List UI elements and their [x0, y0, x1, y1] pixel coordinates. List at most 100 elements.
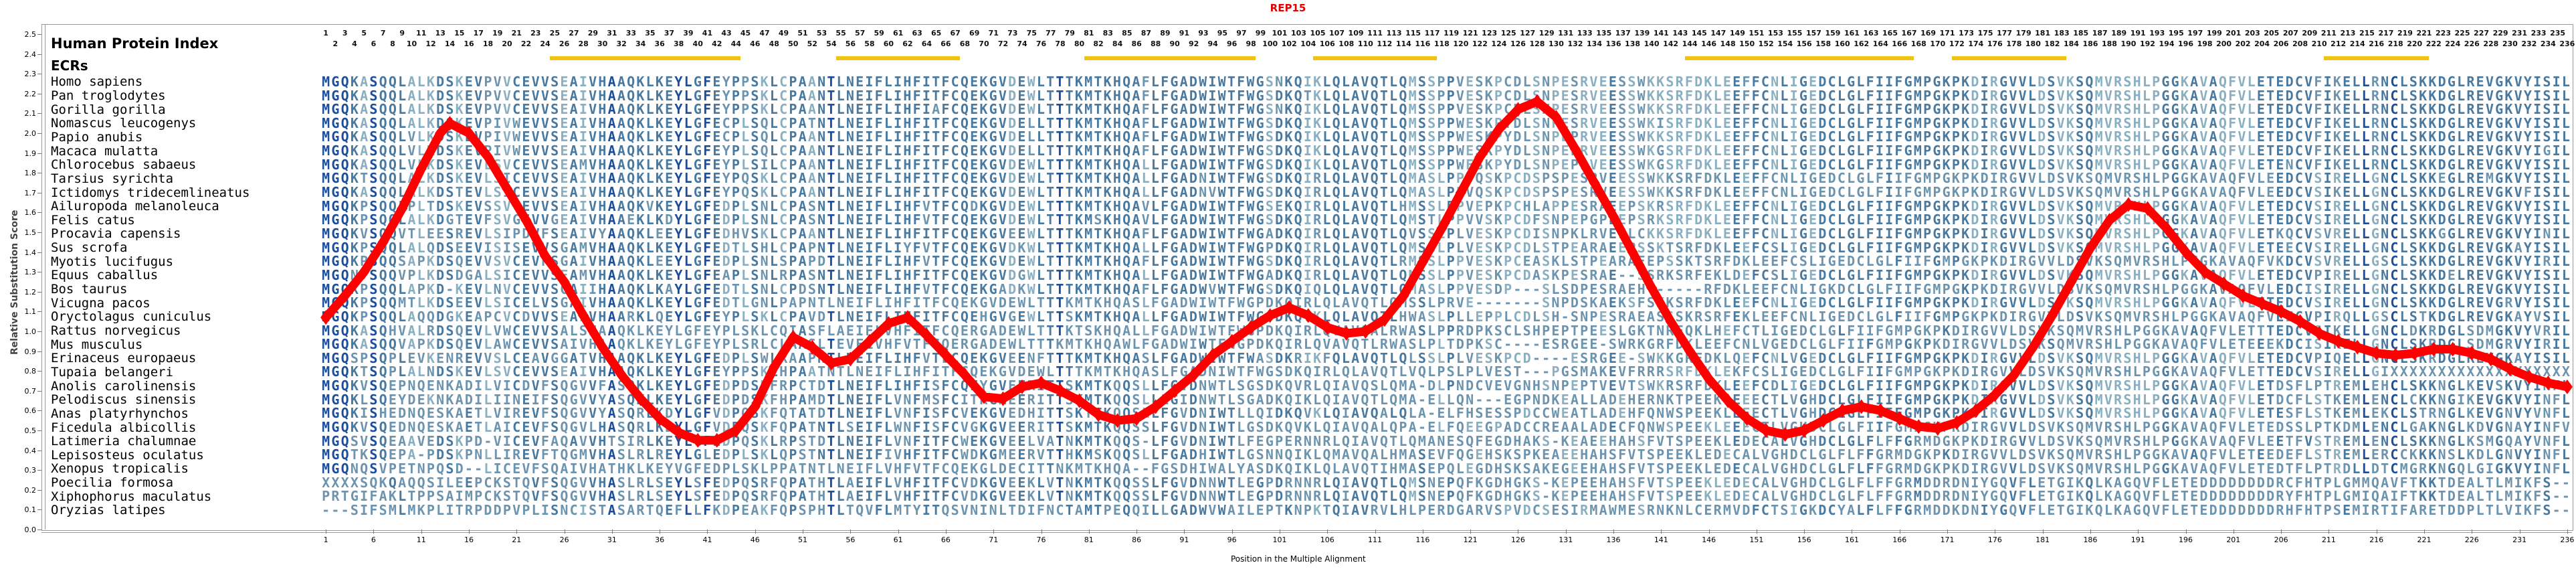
position-number: 176	[1987, 39, 2003, 48]
x-tick-label: 156	[1797, 536, 1811, 544]
position-number: 2	[332, 39, 338, 48]
x-tick-mark	[1613, 530, 1615, 534]
position-number: 24	[540, 39, 551, 48]
ecr-region	[1684, 56, 1914, 60]
x-tick-label: 61	[893, 536, 903, 544]
x-tick-label: 151	[1749, 536, 1764, 544]
position-number: 133	[1577, 29, 1593, 37]
y-tick-label: 0.0	[24, 525, 37, 534]
x-tick-mark	[1661, 530, 1662, 534]
position-number: 1	[323, 29, 328, 37]
position-number: 71	[988, 29, 999, 37]
x-tick-mark	[850, 530, 852, 534]
position-number: 232	[2521, 39, 2537, 48]
position-number: 139	[1634, 29, 1650, 37]
position-number: 191	[2130, 29, 2146, 37]
ecr-region	[550, 56, 741, 60]
position-number: 181	[2035, 29, 2051, 37]
position-number: 75	[1026, 29, 1037, 37]
x-tick-mark	[2042, 530, 2044, 534]
position-number: 141	[1653, 29, 1669, 37]
species-name: Sus scrofa	[51, 240, 128, 256]
position-number: 37	[664, 29, 675, 37]
species-name: Mus musculus	[51, 337, 143, 352]
position-number: 61	[892, 29, 904, 37]
x-tick-label: 131	[1559, 536, 1573, 544]
position-number: 135	[1596, 29, 1612, 37]
x-tick-mark	[421, 530, 422, 534]
y-tick-label: 2.5	[24, 30, 37, 39]
x-tick-label: 26	[559, 536, 569, 544]
position-number: 200	[2216, 39, 2232, 48]
x-tick-label: 236	[2560, 536, 2575, 544]
human-protein-index-label: Human Protein Index	[51, 35, 219, 52]
position-number: 220	[2407, 39, 2423, 48]
position-number: 183	[2054, 29, 2070, 37]
position-number: 156	[1796, 39, 1812, 48]
position-number: 158	[1815, 39, 1831, 48]
x-tick-mark	[1231, 530, 1233, 534]
position-number: 123	[1482, 29, 1498, 37]
x-tick-label: 6	[371, 536, 376, 544]
position-number: 36	[654, 39, 665, 48]
x-tick-mark	[469, 530, 470, 534]
position-number: 163	[1863, 29, 1879, 37]
position-number: 229	[2492, 29, 2508, 37]
position-number: 128	[1529, 39, 1545, 48]
ecr-region	[1312, 56, 1438, 60]
position-number: 162	[1854, 39, 1870, 48]
position-number: 87	[1141, 29, 1151, 37]
y-tick-mark	[37, 331, 41, 332]
species-name: Chlorocebus sabaeus	[51, 157, 197, 173]
position-number: 59	[874, 29, 884, 37]
position-number: 91	[1179, 29, 1190, 37]
x-tick-mark	[1184, 530, 1185, 534]
x-tick-mark	[993, 530, 995, 534]
position-number: 101	[1272, 29, 1288, 37]
x-tick-label: 196	[2179, 536, 2193, 544]
position-number: 175	[1977, 29, 1993, 37]
position-number: 132	[1567, 39, 1583, 48]
position-number: 168	[1910, 39, 1926, 48]
x-tick-label: 186	[2083, 536, 2098, 544]
position-number: 115	[1405, 29, 1421, 37]
x-tick-mark	[1565, 530, 1567, 534]
position-number: 51	[797, 29, 808, 37]
position-number: 15	[454, 29, 465, 37]
position-number: 167	[1901, 29, 1917, 37]
position-number: 109	[1348, 29, 1364, 37]
position-number: 124	[1491, 39, 1507, 48]
x-tick-label: 101	[1272, 536, 1287, 544]
x-tick-label: 201	[2226, 536, 2241, 544]
position-number: 84	[1112, 39, 1123, 48]
position-number: 182	[2044, 39, 2060, 48]
position-number: 165	[1882, 29, 1898, 37]
chart-title: REP15	[1270, 2, 1306, 14]
x-tick-mark	[755, 530, 756, 534]
position-number: 47	[759, 29, 770, 37]
position-number: 190	[2120, 39, 2137, 48]
position-number: 86	[1131, 39, 1142, 48]
position-number: 201	[2225, 29, 2242, 37]
position-number: 185	[2073, 29, 2089, 37]
position-number: 89	[1160, 29, 1171, 37]
position-number: 88	[1150, 39, 1161, 48]
position-number: 26	[559, 39, 570, 48]
position-number: 102	[1281, 39, 1297, 48]
position-number: 74	[1017, 39, 1027, 48]
position-number: 188	[2101, 39, 2117, 48]
position-number: 13	[435, 29, 445, 37]
position-number: 105	[1310, 29, 1326, 37]
position-number: 10	[406, 39, 417, 48]
y-tick-label: 1.5	[24, 228, 37, 237]
position-number: 179	[2015, 29, 2032, 37]
position-number: 7	[380, 29, 386, 37]
